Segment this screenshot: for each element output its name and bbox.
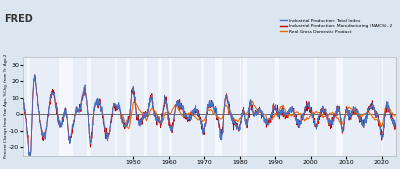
Bar	[158, 57, 162, 156]
Bar	[27, 57, 30, 156]
Bar	[116, 57, 117, 156]
Y-axis label: Percent Change from Year Ago, %Chg. from Yr. Ago-2: Percent Change from Year Ago, %Chg. from…	[4, 54, 8, 158]
Bar	[314, 57, 317, 156]
Bar	[243, 57, 247, 156]
Bar	[336, 57, 343, 156]
Bar	[382, 57, 384, 156]
Bar	[144, 57, 148, 156]
Bar	[215, 57, 222, 156]
Bar	[201, 57, 204, 156]
Bar	[59, 57, 73, 156]
Bar	[275, 57, 279, 156]
Bar	[240, 57, 242, 156]
Bar	[169, 57, 172, 156]
Text: FRED: FRED	[4, 14, 33, 23]
Legend: Industrial Production: Total Index, Industrial Production: Manufacturing (NAICS): Industrial Production: Total Index, Indu…	[279, 17, 394, 35]
Bar	[126, 57, 130, 156]
Bar	[87, 57, 91, 156]
